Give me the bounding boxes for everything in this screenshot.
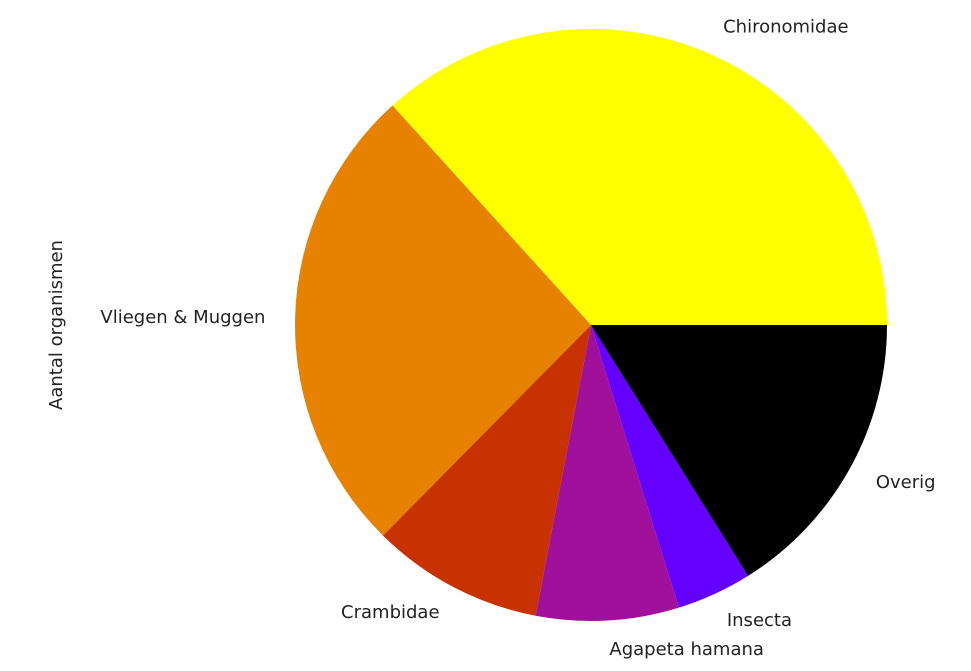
pie-slice bbox=[383, 325, 591, 616]
slice-label: Overig bbox=[876, 472, 936, 493]
pie-slice bbox=[591, 325, 749, 608]
pie-slice bbox=[392, 28, 887, 325]
pie-slice bbox=[295, 105, 591, 536]
slice-label: Chironomidae bbox=[723, 16, 848, 37]
pie-slice bbox=[591, 325, 887, 576]
slice-label: Crambidae bbox=[341, 602, 440, 623]
slice-label: Insecta bbox=[727, 610, 792, 631]
y-axis-label: Aantal organismen bbox=[46, 240, 67, 410]
slice-label: Agapeta hamana bbox=[609, 639, 764, 660]
slice-label: Vliegen & Muggen bbox=[100, 307, 265, 328]
pie-slice bbox=[535, 325, 679, 621]
